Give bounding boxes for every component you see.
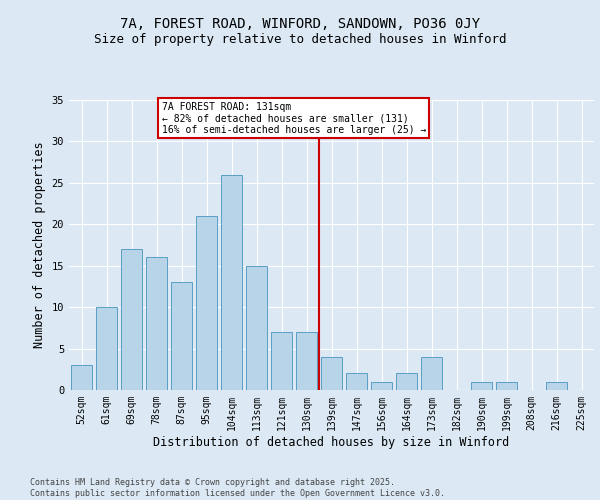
Bar bbox=[221, 174, 242, 390]
Bar bbox=[421, 357, 442, 390]
Bar bbox=[146, 258, 167, 390]
Bar bbox=[196, 216, 217, 390]
Text: Contains HM Land Registry data © Crown copyright and database right 2025.
Contai: Contains HM Land Registry data © Crown c… bbox=[30, 478, 445, 498]
Bar bbox=[396, 374, 417, 390]
Text: Size of property relative to detached houses in Winford: Size of property relative to detached ho… bbox=[94, 32, 506, 46]
Bar bbox=[371, 382, 392, 390]
Bar bbox=[346, 374, 367, 390]
Bar bbox=[546, 382, 567, 390]
Bar bbox=[471, 382, 492, 390]
Bar bbox=[96, 307, 117, 390]
Bar bbox=[271, 332, 292, 390]
Bar bbox=[121, 249, 142, 390]
Text: 7A FOREST ROAD: 131sqm
← 82% of detached houses are smaller (131)
16% of semi-de: 7A FOREST ROAD: 131sqm ← 82% of detached… bbox=[161, 102, 426, 135]
Bar bbox=[246, 266, 267, 390]
Text: 7A, FOREST ROAD, WINFORD, SANDOWN, PO36 0JY: 7A, FOREST ROAD, WINFORD, SANDOWN, PO36 … bbox=[120, 18, 480, 32]
Bar bbox=[296, 332, 317, 390]
Bar bbox=[496, 382, 517, 390]
Bar bbox=[321, 357, 342, 390]
X-axis label: Distribution of detached houses by size in Winford: Distribution of detached houses by size … bbox=[154, 436, 509, 448]
Y-axis label: Number of detached properties: Number of detached properties bbox=[33, 142, 46, 348]
Bar bbox=[171, 282, 192, 390]
Bar bbox=[71, 365, 92, 390]
